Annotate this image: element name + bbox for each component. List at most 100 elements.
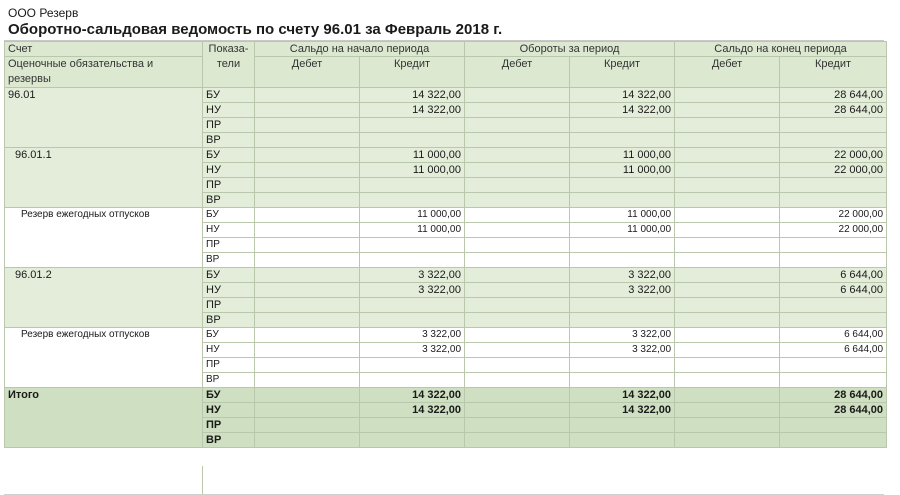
opening-credit-cell[interactable]: 3 322,00 [358, 282, 466, 298]
turnover-credit-cell[interactable]: 11 000,00 [569, 222, 676, 238]
turnover-credit-cell[interactable]: 11 000,00 [569, 147, 676, 163]
turnover-credit-cell[interactable]: 14 322,00 [569, 102, 676, 118]
turnover-debit-cell [464, 282, 571, 298]
table-row: ПР [5, 117, 888, 133]
opening-credit-cell[interactable]: 11 000,00 [358, 207, 466, 223]
table-body: 96.01 БУ 14 322,00 14 322,00 28 644,00 НУ 14 3… [4, 87, 888, 448]
indicator-cell: ПР [202, 417, 255, 433]
account-cell[interactable]: Резерв ежегодных отпусков [4, 207, 203, 268]
header-opening-credit: Кредит [358, 56, 466, 88]
turnover-debit-cell [464, 147, 571, 163]
account-cell[interactable]: Резерв ежегодных отпусков [4, 327, 203, 388]
closing-credit-cell[interactable]: 28 644,00 [779, 102, 888, 118]
indicator-cell: ПР [202, 297, 255, 313]
header-turnover: Обороты за период [464, 41, 676, 57]
closing-debit-cell [674, 222, 781, 238]
organization-name: ООО Резерв [8, 6, 79, 20]
closing-debit-cell [674, 162, 781, 178]
closing-credit-cell[interactable]: 6 644,00 [779, 267, 888, 283]
table-row: ВР [5, 132, 888, 148]
table-row: ВР [5, 372, 888, 388]
opening-debit-cell [254, 267, 360, 283]
closing-credit-cell [779, 117, 888, 133]
closing-credit-cell [779, 297, 888, 313]
opening-debit-cell [254, 132, 360, 148]
indicator-cell: ВР [202, 372, 255, 388]
opening-debit-cell [254, 192, 360, 208]
header-account: Счет [4, 41, 203, 57]
turnover-credit-cell [569, 192, 676, 208]
opening-credit-cell[interactable]: 14 322,00 [358, 102, 466, 118]
turnover-credit-cell[interactable]: 14 322,00 [569, 402, 676, 418]
opening-debit-cell [254, 252, 360, 268]
closing-debit-cell [674, 402, 781, 418]
turnover-credit-cell [569, 117, 676, 133]
opening-debit-cell [254, 357, 360, 373]
turnover-debit-cell [464, 297, 571, 313]
closing-credit-cell[interactable]: 6 644,00 [779, 342, 888, 358]
opening-credit-cell [358, 192, 466, 208]
closing-credit-cell[interactable]: 6 644,00 [779, 327, 888, 343]
indicator-cell: НУ [202, 342, 255, 358]
turnover-credit-cell[interactable]: 3 322,00 [569, 267, 676, 283]
turnover-credit-cell[interactable]: 3 322,00 [569, 342, 676, 358]
closing-credit-cell [779, 237, 888, 253]
closing-debit-cell [674, 342, 781, 358]
turnover-credit-cell[interactable]: 14 322,00 [569, 387, 676, 403]
turnover-credit-cell[interactable]: 11 000,00 [569, 207, 676, 223]
closing-credit-cell [779, 417, 888, 433]
turnover-debit-cell [464, 387, 571, 403]
indicator-cell: ВР [202, 192, 255, 208]
opening-credit-cell [358, 237, 466, 253]
closing-credit-cell[interactable]: 22 000,00 [779, 222, 888, 238]
opening-credit-cell[interactable]: 11 000,00 [358, 222, 466, 238]
account-cell[interactable]: Итого [4, 387, 203, 448]
opening-credit-cell[interactable]: 14 322,00 [358, 387, 466, 403]
closing-debit-cell [674, 102, 781, 118]
closing-credit-cell[interactable]: 28 644,00 [779, 387, 888, 403]
closing-credit-cell[interactable]: 28 644,00 [779, 402, 888, 418]
closing-credit-cell [779, 312, 888, 328]
account-cell[interactable]: 96.01 [4, 87, 203, 148]
closing-debit-cell [674, 282, 781, 298]
closing-credit-cell[interactable]: 6 644,00 [779, 282, 888, 298]
closing-debit-cell [674, 177, 781, 193]
account-cell[interactable]: 96.01.1 [4, 147, 203, 208]
table-row: ПР [5, 237, 888, 253]
turnover-credit-cell[interactable]: 14 322,00 [569, 87, 676, 103]
closing-credit-cell [779, 192, 888, 208]
closing-credit-cell [779, 357, 888, 373]
turnover-debit-cell [464, 417, 571, 433]
turnover-credit-cell[interactable]: 11 000,00 [569, 162, 676, 178]
turnover-debit-cell [464, 237, 571, 253]
opening-credit-cell [358, 132, 466, 148]
indicator-cell: БУ [202, 147, 255, 163]
indicator-cell: ВР [202, 432, 255, 448]
table-row: 96.01.1 БУ 11 000,00 11 000,00 22 000,00 [4, 147, 888, 208]
account-cell[interactable]: 96.01.2 [4, 267, 203, 328]
opening-debit-cell [254, 342, 360, 358]
opening-credit-cell[interactable]: 3 322,00 [358, 342, 466, 358]
turnover-debit-cell [464, 327, 571, 343]
table-header: Счет Показа-тели Сальдо на начало период… [4, 41, 888, 88]
turnover-debit-cell [464, 87, 571, 103]
turnover-debit-cell [464, 357, 571, 373]
turnover-credit-cell[interactable]: 3 322,00 [569, 327, 676, 343]
opening-credit-cell[interactable]: 14 322,00 [358, 87, 466, 103]
closing-credit-cell[interactable]: 22 000,00 [779, 147, 888, 163]
opening-credit-cell[interactable]: 3 322,00 [358, 267, 466, 283]
turnover-debit-cell [464, 312, 571, 328]
opening-credit-cell[interactable]: 3 322,00 [358, 327, 466, 343]
opening-credit-cell[interactable]: 11 000,00 [358, 162, 466, 178]
opening-debit-cell [254, 402, 360, 418]
opening-credit-cell[interactable]: 11 000,00 [358, 147, 466, 163]
closing-credit-cell[interactable]: 22 000,00 [779, 207, 888, 223]
header-closing-credit: Кредит [779, 56, 888, 88]
opening-credit-cell [358, 297, 466, 313]
closing-credit-cell[interactable]: 22 000,00 [779, 162, 888, 178]
opening-credit-cell[interactable]: 14 322,00 [358, 402, 466, 418]
closing-credit-cell[interactable]: 28 644,00 [779, 87, 888, 103]
opening-debit-cell [254, 312, 360, 328]
turnover-credit-cell[interactable]: 3 322,00 [569, 282, 676, 298]
turnover-debit-cell [464, 252, 571, 268]
